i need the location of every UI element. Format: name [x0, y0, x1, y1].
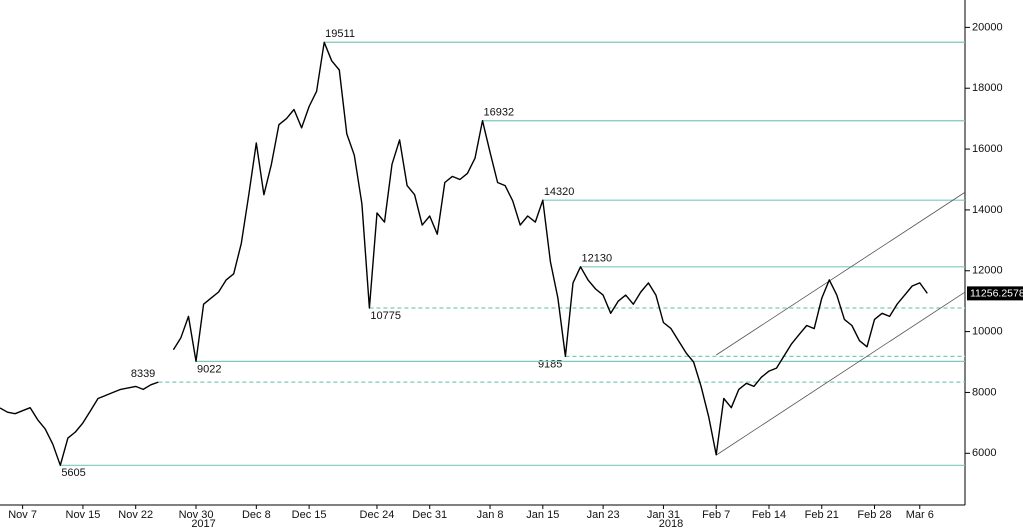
- y-tick-label: 20000: [972, 21, 1003, 33]
- y-tick-label: 14000: [972, 204, 1003, 216]
- y-tick-label: 12000: [972, 265, 1003, 277]
- level-label: 9022: [197, 363, 221, 375]
- level-label: 16932: [484, 107, 515, 119]
- x-tick-label: Dec 8: [242, 509, 271, 521]
- y-tick-label: 16000: [972, 143, 1003, 155]
- level-label: 19511: [325, 28, 355, 40]
- x-tick-label: Nov 22: [118, 509, 153, 521]
- y-tick-label: 18000: [972, 82, 1003, 94]
- last-price-label: 11256.2578: [970, 288, 1023, 300]
- x-tick-label: Nov 30: [179, 509, 214, 521]
- x-tick-label: Feb 14: [752, 509, 786, 521]
- x-tick-label: Dec 15: [292, 509, 327, 521]
- level-label: 12130: [582, 253, 613, 265]
- y-tick-label: 6000: [972, 447, 996, 459]
- level-label: 8339: [131, 368, 155, 380]
- year-label: 2018: [659, 518, 683, 529]
- y-tick-label: 8000: [972, 386, 996, 398]
- x-tick-label: Dec 24: [360, 509, 395, 521]
- x-tick-label: Feb 28: [857, 509, 891, 521]
- x-tick-label: Nov 15: [66, 509, 101, 521]
- x-tick-label: Mar 6: [906, 509, 934, 521]
- channel-line: [715, 191, 966, 356]
- x-tick-label: Jan 15: [526, 509, 559, 521]
- y-tick-label: 10000: [972, 326, 1003, 338]
- level-label: 5605: [61, 467, 85, 479]
- x-tick-label: Nov 7: [8, 509, 37, 521]
- x-tick-label: Dec 31: [412, 509, 447, 521]
- level-label: 9185: [538, 358, 562, 370]
- year-label: 2017: [191, 518, 215, 529]
- x-tick-label: Jan 23: [587, 509, 620, 521]
- last-price-box: [967, 286, 1023, 301]
- x-tick-label: Feb 21: [805, 509, 839, 521]
- x-tick-label: Feb 7: [702, 509, 730, 521]
- x-tick-label: Jan 8: [477, 509, 504, 521]
- level-label: 10775: [370, 310, 401, 322]
- x-tick-label: Jan 31: [647, 509, 680, 521]
- channel-line: [715, 291, 966, 456]
- level-label: 14320: [544, 186, 575, 198]
- price-line: [0, 41, 928, 466]
